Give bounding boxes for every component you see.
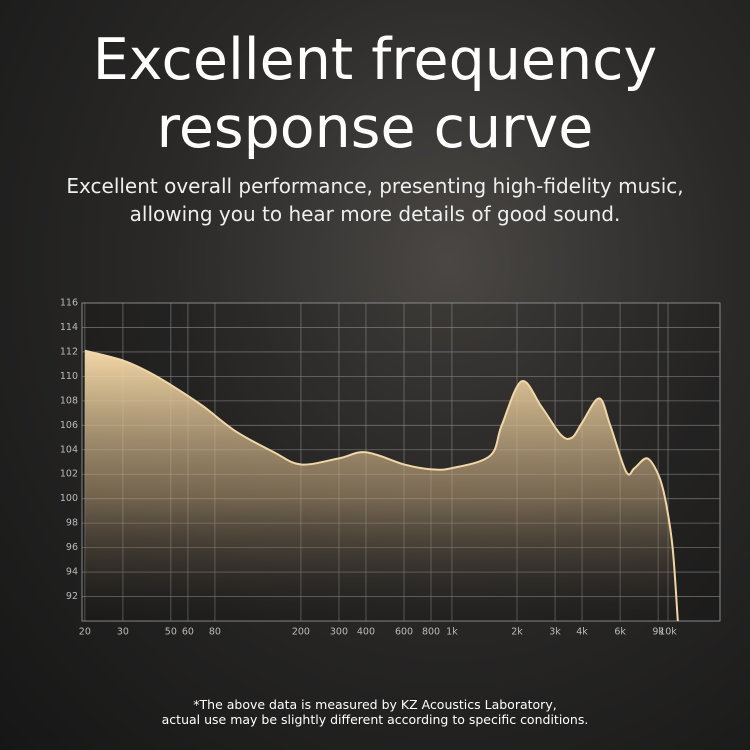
y-tick-label: 102	[60, 469, 78, 480]
y-tick-label: 116	[60, 298, 78, 309]
x-tick-label: 2k	[511, 627, 523, 638]
y-tick-label: 96	[66, 542, 78, 553]
y-tick-label: 110	[60, 371, 78, 382]
x-tick-label: 600	[395, 627, 413, 638]
x-tick-label: 300	[330, 627, 348, 638]
x-tick-label: 20	[79, 627, 91, 638]
footnote-line: *The above data is measured by KZ Acoust…	[193, 697, 557, 712]
x-tick-label: 6k	[614, 627, 626, 638]
y-tick-label: 98	[66, 518, 78, 529]
y-tick-label: 106	[60, 420, 78, 431]
x-tick-label: 60	[182, 627, 194, 638]
x-tick-label: 4k	[576, 627, 588, 638]
footnote-line: actual use may be slightly different acc…	[161, 712, 589, 727]
x-tick-label: 400	[357, 627, 375, 638]
x-tick-label: 200	[292, 627, 310, 638]
x-tick-label: 1k	[446, 627, 458, 638]
x-tick-label: 80	[209, 627, 221, 638]
y-tick-label: 112	[60, 346, 78, 357]
y-tick-label: 108	[60, 395, 78, 406]
x-tick-label: 30	[117, 627, 129, 638]
x-tick-label: 9k	[652, 627, 664, 638]
y-tick-label: 94	[66, 567, 78, 578]
y-tick-label: 100	[60, 493, 78, 504]
x-tick-label: 800	[422, 627, 440, 638]
subtitle-line: Excellent overall performance, presentin…	[66, 174, 684, 198]
subtitle: Excellent overall performance, presentin…	[0, 172, 750, 228]
x-tick-label: 10k	[659, 627, 677, 638]
x-tick-label: 3k	[549, 627, 561, 638]
y-tick-label: 92	[66, 591, 78, 602]
subtitle-line: allowing you to hear more details of goo…	[129, 202, 621, 226]
x-tick-label: 50	[165, 627, 177, 638]
area-fill	[84, 350, 678, 621]
y-tick-label: 104	[60, 444, 78, 455]
curve	[84, 349, 679, 622]
title: Excellent frequency response curve	[92, 27, 658, 161]
y-tick-label: 114	[60, 322, 78, 333]
footnote: *The above data is measured by KZ Acoust…	[0, 697, 750, 727]
